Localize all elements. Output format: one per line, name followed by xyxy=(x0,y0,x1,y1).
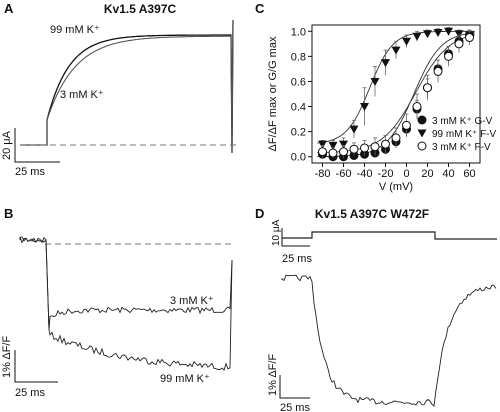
y-tick-label: 0.4 xyxy=(291,102,306,114)
legend-label-0: 3 mM K⁺ G-V xyxy=(432,116,493,127)
data-point-series-1 xyxy=(423,30,432,39)
x-tick-label: 60 xyxy=(463,168,475,180)
legend-marker-2 xyxy=(417,141,427,151)
panel-c-letter: C xyxy=(255,1,265,16)
panel-c-legend: 3 mM K⁺ G-V 99 mM K⁺ F-V 3 mM K⁺ F-V xyxy=(417,115,497,153)
panel-a-scale-current: 20 μA xyxy=(1,130,13,160)
panel-a-scale-time: 25 ms xyxy=(15,166,45,178)
data-point-series-1 xyxy=(454,30,464,39)
data-point-series-2 xyxy=(318,147,327,157)
data-point-series-2 xyxy=(412,102,422,112)
data-point-series-1 xyxy=(444,27,453,36)
x-tick-label: -20 xyxy=(378,168,394,180)
data-point-series-1 xyxy=(412,32,422,41)
y-tick-label: 0.2 xyxy=(291,127,306,139)
x-tick-label: -80 xyxy=(315,168,331,180)
data-point-series-2 xyxy=(339,147,348,157)
panel-b-scale-time: 25 ms xyxy=(15,387,45,399)
data-point-series-1 xyxy=(328,141,338,150)
panel-b-label-99mm: 99 mM K⁺ xyxy=(160,373,210,385)
panel-a-title: Kv1.5 A397C xyxy=(104,2,177,16)
y-axis-label: ΔF/ΔF max or G/G max xyxy=(267,36,279,151)
panel-a-label-3mm: 3 mM K⁺ xyxy=(60,89,104,101)
panel-a-trace-3mm xyxy=(20,19,234,154)
panel-c-markers xyxy=(318,27,474,162)
panel-d: D Kv1.5 A397C W472F 10 μA 25 ms 1% ΔF/F … xyxy=(255,206,497,412)
data-point-series-1 xyxy=(433,29,443,38)
data-point-series-2 xyxy=(444,51,453,61)
legend-label-2: 3 mM K⁺ F-V xyxy=(432,142,491,153)
panel-d-scale-time2: 25 ms xyxy=(280,402,310,412)
data-point-series-2 xyxy=(465,33,474,43)
data-point-series-2 xyxy=(349,144,359,154)
panel-d-scale-fluor: 1% ΔF/F xyxy=(267,354,279,396)
x-axis-label: V (mV) xyxy=(379,181,413,193)
panel-a: A Kv1.5 A397C 99 mM K⁺ 3 mM K⁺ 20 μA 25 … xyxy=(1,1,240,178)
panel-d-fluor-scale-bar xyxy=(279,375,310,399)
panel-b-trace-3mm xyxy=(19,236,233,331)
data-point-series-2 xyxy=(328,148,338,158)
data-point-series-2 xyxy=(402,120,411,130)
panel-b: B 3 mM K⁺ 99 mM K⁺ 1% ΔF/F 25 ms xyxy=(1,206,233,399)
x-tick-label: 40 xyxy=(442,168,454,180)
data-point-series-1 xyxy=(360,103,369,112)
panel-a-trace-99mm xyxy=(20,19,234,154)
panel-c: C -80 -60 -40 -20 0 20 40 60 0.0 0.2 0.4 0.6 0.8 1.0 V… xyxy=(255,1,497,193)
data-point-series-1 xyxy=(318,140,327,149)
panel-d-fluor-trace xyxy=(281,274,497,407)
data-point-series-2 xyxy=(381,139,390,149)
x-tick-label: 0 xyxy=(403,168,409,180)
data-point-series-1 xyxy=(391,46,401,55)
data-point-series-2 xyxy=(391,133,401,143)
data-point-series-2 xyxy=(370,142,380,152)
data-point-series-2 xyxy=(433,66,443,76)
panel-d-scale-time: 25 ms xyxy=(282,253,312,265)
panel-d-letter: D xyxy=(255,206,264,221)
panel-a-letter: A xyxy=(4,1,14,16)
data-point-series-1 xyxy=(349,125,359,134)
panel-a-scale-bar xyxy=(14,128,60,163)
y-tick-label: 1.0 xyxy=(291,26,306,38)
panel-d-current-scale-bar xyxy=(281,228,310,247)
legend-marker-1 xyxy=(417,129,427,138)
panel-a-label-99mm: 99 mM K⁺ xyxy=(50,24,100,36)
data-point-series-1 xyxy=(370,77,380,86)
panel-b-letter: B xyxy=(4,206,13,221)
data-point-series-1 xyxy=(339,140,348,149)
data-point-series-2 xyxy=(454,39,464,49)
panel-b-scale-bar xyxy=(14,350,58,383)
y-tick-label: 0.8 xyxy=(291,51,306,63)
panel-c-axes: -80 -60 -40 -20 0 20 40 60 0.0 0.2 0.4 0.6 0.8 1.0 V (… xyxy=(267,24,481,193)
x-tick-label: -40 xyxy=(357,168,373,180)
panel-b-label-3mm: 3 mM K⁺ xyxy=(170,295,214,307)
panel-d-current-trace xyxy=(282,231,497,240)
data-point-series-1 xyxy=(381,59,390,68)
x-tick-label: 20 xyxy=(421,168,433,180)
data-point-series-1 xyxy=(402,37,411,46)
panel-d-scale-current: 10 μA xyxy=(271,219,282,246)
panel-d-title: Kv1.5 A397C W472F xyxy=(315,207,429,221)
legend-marker-0 xyxy=(417,115,427,125)
panel-c-frame xyxy=(311,24,481,164)
x-tick-label: -60 xyxy=(336,168,352,180)
data-point-series-2 xyxy=(423,83,432,93)
panel-b-scale-fluor: 1% ΔF/F xyxy=(1,336,13,378)
y-tick-label: 0.6 xyxy=(291,76,306,88)
data-point-series-2 xyxy=(360,143,369,153)
y-tick-label: 0.0 xyxy=(291,152,306,164)
panel-b-trace-99mm xyxy=(19,236,233,371)
legend-label-1: 99 mM K⁺ F-V xyxy=(432,129,497,140)
